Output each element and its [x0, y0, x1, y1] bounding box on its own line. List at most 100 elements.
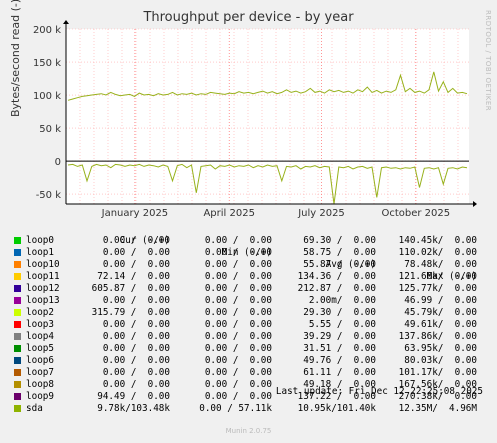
legend-swatch	[14, 309, 21, 316]
legend-series-name: loop7	[26, 367, 54, 378]
y-axis-arrow	[63, 20, 69, 24]
legend-row: loop1 0.00 / 0.00 0.00 / 0.00 58.75 / 0.00 1…	[0, 247, 497, 259]
legend-avg-value: 212.87 / 0.00	[297, 283, 376, 294]
legend-cur-value: 0.00 / 0.00	[102, 235, 170, 246]
legend-min-value: 0.00 / 0.00	[204, 271, 272, 282]
legend-swatch	[14, 261, 21, 268]
legend-min-value: 0.00 / 0.00	[204, 307, 272, 318]
x-tick-label: January 2025	[101, 208, 169, 219]
legend-row: loop8 0.00 / 0.00 0.00 / 0.00 49.18 / 0.00 1…	[0, 379, 497, 391]
y-tick-label: 150 k	[33, 58, 61, 69]
legend-avg-value: 29.30 / 0.00	[303, 307, 376, 318]
legend-max-value: 270.38k/ 0.00	[398, 391, 477, 402]
legend-series-name: loop5	[26, 343, 54, 354]
legend-max-value: 45.79k/ 0.00	[404, 307, 477, 318]
legend-swatch	[14, 237, 21, 244]
legend-row: loop12 605.87 / 0.00 0.00 / 0.00 212.87 / 0…	[0, 283, 497, 295]
last-update: Last update: Fri Dec 12 22:25:08 2025	[275, 386, 483, 397]
legend-min-value: 0.00 / 0.00	[204, 283, 272, 294]
legend-avg-value: 69.30 / 0.00	[303, 235, 376, 246]
y-tick-label: 200 k	[33, 25, 61, 36]
legend-swatch	[14, 297, 21, 304]
legend-avg-value: 49.76 / 0.00	[303, 355, 376, 366]
x-axis-arrow	[473, 201, 477, 207]
sda-write-line	[67, 71, 468, 101]
legend-rows: loop0 0.00 / 0.00 0.00 / 0.00 69.30 / 0.00 1…	[0, 235, 497, 415]
legend-table: Cur (-/+) Min (-/+) Avg (-/+) Max (-/+) …	[0, 223, 497, 415]
legend-max-value: 137.86k/ 0.00	[398, 331, 477, 342]
legend-cur-value: 72.14 / 0.00	[97, 271, 170, 282]
legend-max-value: 12.35M/ 4.96M	[398, 403, 477, 414]
legend-row: loop11 72.14 / 0.00 0.00 / 0.00 134.36 / 0.…	[0, 271, 497, 283]
legend-series-name: loop6	[26, 355, 54, 366]
legend-row: loop7 0.00 / 0.00 0.00 / 0.00 61.11 / 0.00 1…	[0, 367, 497, 379]
legend-cur-value: 0.00 / 0.00	[102, 379, 170, 390]
legend-row: loop6 0.00 / 0.00 0.00 / 0.00 49.76 / 0.00 8…	[0, 355, 497, 367]
legend-series-name: loop10	[26, 259, 60, 270]
legend-min-value: 0.00 / 0.00	[204, 379, 272, 390]
series-lines	[67, 71, 468, 205]
x-tick-label: April 2025	[203, 208, 254, 219]
munin-version: Munin 2.0.75	[225, 427, 272, 435]
legend-swatch	[14, 321, 21, 328]
legend-min-value: 0.00 / 0.00	[204, 367, 272, 378]
legend-max-value: 80.03k/ 0.00	[404, 355, 477, 366]
legend-min-value: 0.00 / 0.00	[204, 247, 272, 258]
legend-header-cur: Cur (-/+)	[119, 235, 170, 246]
legend-cur-value: 94.49 / 0.00	[97, 391, 170, 402]
legend-header: Cur (-/+) Min (-/+) Avg (-/+) Max (-/+)	[0, 223, 497, 282]
legend-swatch	[14, 333, 21, 340]
legend-series-name: loop2	[26, 307, 54, 318]
legend-min-value: 0.00 / 0.00	[204, 391, 272, 402]
legend-cur-value: 0.00 / 0.00	[102, 247, 170, 258]
legend-cur-value: 0.00 / 0.00	[102, 259, 170, 270]
legend-max-value: 46.99 / 0.00	[404, 295, 477, 306]
legend-cur-value: 315.79 / 0.00	[91, 307, 170, 318]
legend-cur-value: 9.78k/103.48k	[97, 403, 170, 414]
legend-min-value: 0.00 / 0.00	[204, 295, 272, 306]
legend-min-value: 0.00 / 0.00	[204, 331, 272, 342]
legend-cur-value: 0.00 / 0.00	[102, 343, 170, 354]
legend-cur-value: 0.00 / 0.00	[102, 295, 170, 306]
legend-swatch	[14, 345, 21, 352]
legend-series-name: loop11	[26, 271, 60, 282]
legend-swatch	[14, 405, 21, 412]
legend-swatch	[14, 357, 21, 364]
legend-max-value: 63.95k/ 0.00	[404, 343, 477, 354]
legend-series-name: sda	[26, 403, 43, 414]
legend-avg-value: 134.36 / 0.00	[297, 271, 376, 282]
legend-row: loop5 0.00 / 0.00 0.00 / 0.00 31.51 / 0.00 6…	[0, 343, 497, 355]
chart-title: Throughput per device - by year	[143, 10, 354, 25]
legend-min-value: 0.00 / 0.00	[204, 235, 272, 246]
throughput-chart: 200 k 150 k 100 k 50 k 0 -50 k January 2025 Ap…	[33, 20, 477, 219]
legend-max-value: 110.02k/ 0.00	[398, 247, 477, 258]
legend-swatch	[14, 285, 21, 292]
legend-max-value: 78.48k/ 0.00	[404, 259, 477, 270]
y-tick-label: -50 k	[36, 190, 62, 201]
legend-row: loop13 0.00 / 0.00 0.00 / 0.00 2.00m/ 0.00 4…	[0, 295, 497, 307]
rrdtool-credit: RRDTOOL / TOBI OETIKER	[484, 10, 492, 112]
legend-swatch	[14, 369, 21, 376]
legend-max-value: 125.77k/ 0.00	[398, 283, 477, 294]
legend-swatch	[14, 393, 21, 400]
legend-avg-value: 55.87 / 0.00	[303, 259, 376, 270]
legend-cur-value: 605.87 / 0.00	[91, 283, 170, 294]
legend-cur-value: 0.00 / 0.00	[102, 319, 170, 330]
legend-avg-value: 10.95k/101.40k	[297, 403, 376, 414]
sda-read-line	[67, 163, 468, 205]
legend-min-value: 0.00 / 0.00	[204, 319, 272, 330]
legend-min-value: 0.00 / 0.00	[204, 343, 272, 354]
legend-max-value: 101.17k/ 0.00	[398, 367, 477, 378]
legend-header-avg: Avg (-/+)	[325, 259, 376, 270]
y-tick-label: 50 k	[39, 124, 61, 135]
legend-row: loop10 0.00 / 0.00 0.00 / 0.00 55.87 / 0.00…	[0, 259, 497, 271]
legend-swatch	[14, 249, 21, 256]
legend-row: loop4 0.00 / 0.00 0.00 / 0.00 39.29 / 0.00 1…	[0, 331, 497, 343]
plot-area	[66, 29, 469, 204]
legend-series-name: loop4	[26, 331, 54, 342]
legend-swatch	[14, 381, 21, 388]
legend-max-value: 167.56k/ 0.00	[398, 379, 477, 390]
legend-header-min: Min (-/+)	[221, 247, 272, 258]
y-ticks: 200 k 150 k 100 k 50 k 0 -50 k	[33, 25, 61, 201]
legend-avg-value: 137.22 / 0.00	[297, 391, 376, 402]
